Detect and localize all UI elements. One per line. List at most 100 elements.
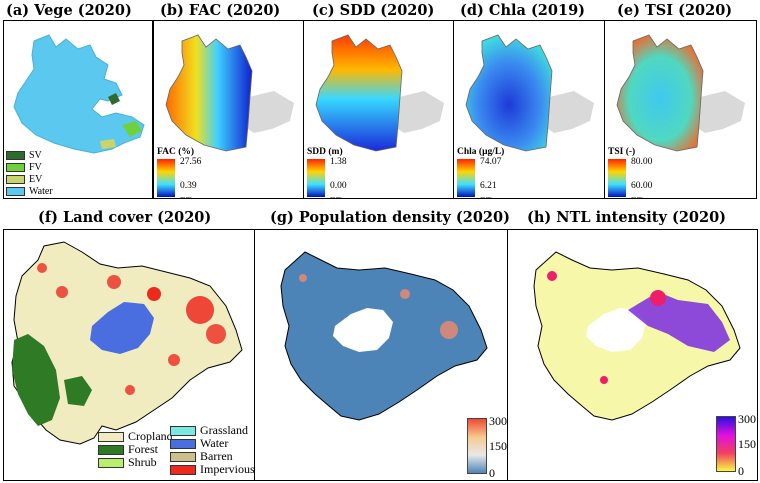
swatch [170, 464, 196, 475]
tsi-colorbar [608, 159, 626, 197]
sdd-colorbar [307, 159, 325, 197]
swatch [6, 186, 25, 196]
fac-max: 27.56 [180, 157, 202, 167]
sdd-map [315, 34, 444, 152]
et-area [542, 91, 594, 133]
legend-impervious: Impervious [170, 462, 255, 476]
fac-lake [165, 34, 253, 152]
density-hotspot [440, 321, 458, 339]
legend-label: Cropland [128, 429, 173, 443]
vege-legend: SV FV EV Water [6, 149, 53, 197]
ntl-min: 0 [738, 464, 744, 478]
legend-sv: SV [6, 149, 53, 161]
chla-lake [465, 34, 553, 152]
chla-unit: Chla (μg/L) [457, 147, 505, 157]
ntl-hotspot [650, 290, 666, 306]
legend-label: Forest [128, 442, 158, 456]
legend-shrub: Shrub [98, 455, 173, 469]
panel-c-sdd: SDD (m) 1.38 0.00 ET [303, 20, 454, 199]
tsi-max: 80.00 [631, 157, 653, 167]
chla-et-label: ET [480, 197, 492, 198]
sdd-max: 1.38 [330, 157, 347, 167]
legend-barren: Barren [170, 449, 254, 463]
fac-map [165, 34, 294, 152]
fac-colorbar [157, 159, 175, 197]
water-lake [90, 302, 154, 354]
population-max: 300 [489, 414, 507, 428]
legend-water: Water [6, 185, 53, 197]
population-min: 0 [489, 466, 495, 480]
et-area [242, 91, 294, 133]
swatch [6, 174, 25, 184]
legend-grassland: Grassland [170, 423, 254, 437]
panel-h-ntl: 300 150 0 [507, 229, 758, 481]
population-mid: 150 [489, 439, 507, 453]
vege-sv-patch [108, 93, 120, 105]
swatch [98, 444, 124, 455]
vege-ev-patch [100, 139, 116, 149]
legend-cropland: Cropland [98, 429, 173, 443]
forest-area [12, 334, 60, 426]
swatch [98, 457, 124, 468]
fac-min: 0.39 [180, 181, 197, 191]
ntl-hotspot [600, 376, 608, 384]
density-hotspot [299, 274, 307, 282]
tsi-unit: TSI (-) [608, 147, 636, 157]
urban-cluster [186, 296, 214, 324]
urban-cluster [147, 287, 161, 301]
population-map [280, 251, 488, 421]
vege-map [13, 34, 145, 154]
panel-g-population: 300 150 0 [254, 229, 508, 481]
sdd-et-label: ET [330, 197, 342, 198]
chla-max: 74.07 [480, 157, 502, 167]
panel-b-title: (b) FAC (2020) [160, 2, 281, 19]
fac-unit: FAC (%) [157, 147, 195, 157]
tsi-lake [616, 34, 704, 152]
legend-forest: Forest [98, 442, 173, 456]
et-area [693, 91, 745, 133]
legend-fv: FV [6, 161, 53, 173]
urban-cluster [168, 354, 180, 366]
legend-label: Barren [200, 449, 233, 463]
lake-mask [333, 308, 393, 352]
panel-f-landcover: Cropland Forest Shrub Grassland Water Ba… [3, 229, 255, 481]
swatch [6, 150, 25, 160]
urban-cluster [206, 324, 226, 344]
ntl-colorbar [716, 416, 736, 472]
swatch [170, 438, 196, 449]
landcover-map [11, 241, 243, 445]
vege-fv-patch [122, 121, 142, 137]
legend-label: Grassland [200, 423, 248, 437]
forest-patch [64, 376, 92, 406]
tsi-et-label: ET [631, 197, 643, 198]
lake-mask [586, 308, 646, 352]
panel-c-title: (c) SDD (2020) [312, 2, 435, 19]
chla-min: 6.21 [480, 181, 497, 191]
tsi-map [616, 34, 745, 152]
fac-et-label: ET [180, 197, 192, 198]
legend-label: SV [29, 149, 42, 161]
vege-water-area [13, 34, 145, 154]
density-hotspot [400, 289, 410, 299]
panel-a-vege: SV FV EV Water [3, 20, 153, 199]
urban-cluster [56, 286, 68, 298]
panel-h-title: (h) NTL intensity (2020) [527, 209, 727, 226]
ntl-high-zone [628, 292, 730, 352]
legend-water: Water [170, 436, 254, 450]
ntl-max: 300 [738, 412, 756, 426]
swatch [170, 425, 196, 436]
urban-cluster [125, 385, 135, 395]
panel-a-title: (a) Vege (2020) [6, 2, 132, 19]
panel-b-fac: FAC (%) 27.56 0.39 ET [153, 20, 304, 199]
legend-label: Impervious [200, 462, 255, 476]
panel-g-title: (g) Population density (2020) [270, 209, 510, 226]
sdd-min: 0.00 [330, 181, 347, 191]
panel-f-title: (f) Land cover (2020) [38, 209, 212, 226]
legend-label: EV [29, 173, 43, 185]
panel-e-title: (e) TSI (2020) [617, 2, 733, 19]
swatch [98, 431, 124, 442]
chla-colorbar [457, 159, 475, 197]
tsi-min: 60.00 [631, 181, 653, 191]
landcover-legend-right: Grassland Water Barren Impervious [170, 423, 255, 476]
ntl-mid: 150 [738, 437, 756, 451]
